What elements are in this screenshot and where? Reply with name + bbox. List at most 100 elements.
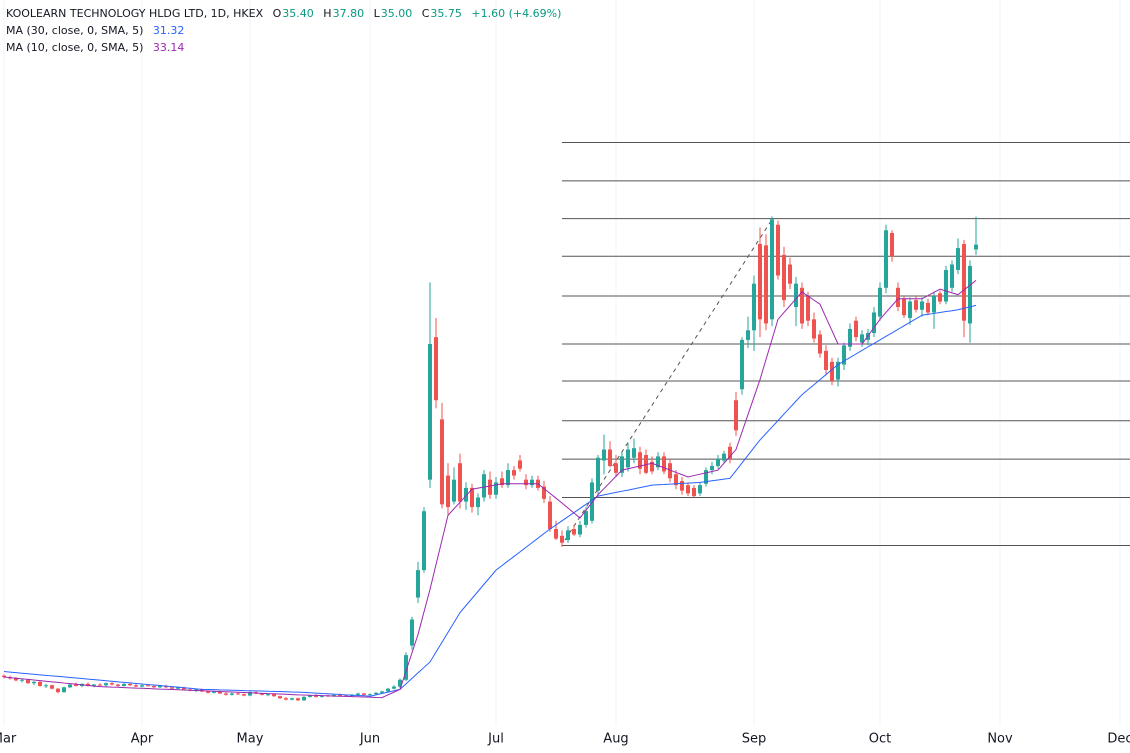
ma-line xyxy=(3,304,977,697)
candle-body xyxy=(374,692,378,695)
candle-body xyxy=(806,296,810,321)
candle-body xyxy=(170,687,174,689)
candle-body xyxy=(56,688,60,693)
candle-body xyxy=(2,675,6,678)
candle-body xyxy=(392,686,396,689)
candle-body xyxy=(212,691,216,693)
candle-body xyxy=(518,460,522,469)
candle-body xyxy=(584,511,588,525)
candle-body xyxy=(836,361,840,380)
candle-body xyxy=(830,361,834,382)
candle-body xyxy=(548,501,552,530)
candle-body xyxy=(176,687,180,689)
candle-body xyxy=(644,455,648,473)
candle-body xyxy=(68,684,72,688)
ma-row: MA (10, close, 0, SMA, 5) 33.14 xyxy=(6,39,562,56)
candle-body xyxy=(770,219,774,320)
candle-body xyxy=(974,244,978,250)
candle-body xyxy=(878,287,882,317)
ma-line xyxy=(3,280,977,699)
candle-body xyxy=(296,698,300,701)
candle-body xyxy=(20,679,24,681)
candle-body xyxy=(782,254,786,301)
candle-body xyxy=(680,481,684,491)
candle-body xyxy=(38,681,42,686)
x-tick-label: Mar xyxy=(0,732,17,747)
candle-body xyxy=(608,449,612,466)
candle-body xyxy=(764,245,768,324)
candle-body xyxy=(386,688,390,692)
candle-body xyxy=(98,684,102,686)
candle-body xyxy=(506,470,510,486)
candle-body xyxy=(758,243,762,320)
candle-body xyxy=(272,694,276,697)
candle-body xyxy=(800,287,804,324)
candle-body xyxy=(206,691,210,693)
candle-body xyxy=(752,283,756,331)
candle-body xyxy=(776,224,780,276)
ma-name: MA (10, close, 0, SMA, 5) xyxy=(6,41,144,54)
candle-body xyxy=(128,683,132,686)
candle-body xyxy=(926,302,930,313)
candle-body xyxy=(962,243,966,321)
candle-body xyxy=(260,693,264,695)
candle-body xyxy=(614,463,618,473)
candle-body xyxy=(704,470,708,484)
candle-body xyxy=(482,474,486,498)
ohlc-value: 35.75 xyxy=(430,7,462,20)
candle-body xyxy=(44,685,48,687)
header-row: KOOLEARN TECHNOLOGY HLDG LTD, 1D, HKEX O… xyxy=(6,5,562,22)
candle-body xyxy=(938,293,942,302)
ohlc-value: 35.00 xyxy=(380,7,413,20)
candle-body xyxy=(632,448,636,458)
candle-body xyxy=(422,511,426,571)
candle-body xyxy=(908,301,912,318)
candle-body xyxy=(686,485,690,494)
candle-body xyxy=(896,287,900,307)
candle-body xyxy=(656,456,660,468)
candle-body xyxy=(698,485,702,494)
candle-body xyxy=(242,694,246,696)
candle-body xyxy=(224,693,228,695)
candle-body xyxy=(236,693,240,695)
candle-body xyxy=(356,693,360,695)
candle-body xyxy=(788,264,792,284)
candle-body xyxy=(362,693,366,695)
x-tick-label: Oct xyxy=(869,732,891,747)
candle-body xyxy=(464,487,468,502)
candle-body xyxy=(662,456,666,472)
candle-body xyxy=(116,684,120,686)
x-tick-label: Jun xyxy=(359,732,380,747)
candle-body xyxy=(818,334,822,354)
candle-body xyxy=(134,685,138,687)
candle-body xyxy=(740,339,744,390)
candle-body xyxy=(854,320,858,338)
candle-body xyxy=(956,248,960,270)
candle-body xyxy=(218,691,222,694)
candle-body xyxy=(110,683,114,685)
x-tick-label: May xyxy=(237,732,264,747)
candle-body xyxy=(476,497,480,508)
candle-body xyxy=(944,269,948,302)
candle-body xyxy=(440,419,444,505)
candle-body xyxy=(872,312,876,334)
candle-body xyxy=(860,334,864,343)
candle-body xyxy=(470,487,474,508)
candle-body xyxy=(566,530,570,540)
candle-body xyxy=(620,456,624,473)
candle-body xyxy=(164,685,168,688)
ohlc-key: O xyxy=(272,7,282,20)
candle-body xyxy=(560,535,564,543)
ma-name: MA (30, close, 0, SMA, 5) xyxy=(6,24,144,37)
candle-body xyxy=(512,470,516,476)
candle-body xyxy=(638,452,642,469)
candle-body xyxy=(968,265,972,324)
candle-body xyxy=(692,487,696,497)
candle-body xyxy=(500,478,504,486)
candle-body xyxy=(416,570,420,598)
candle-body xyxy=(914,300,918,310)
candle-body xyxy=(668,463,672,479)
x-tick-label: Jul xyxy=(487,732,504,747)
ma-row: MA (30, close, 0, SMA, 5) 31.32 xyxy=(6,22,562,39)
